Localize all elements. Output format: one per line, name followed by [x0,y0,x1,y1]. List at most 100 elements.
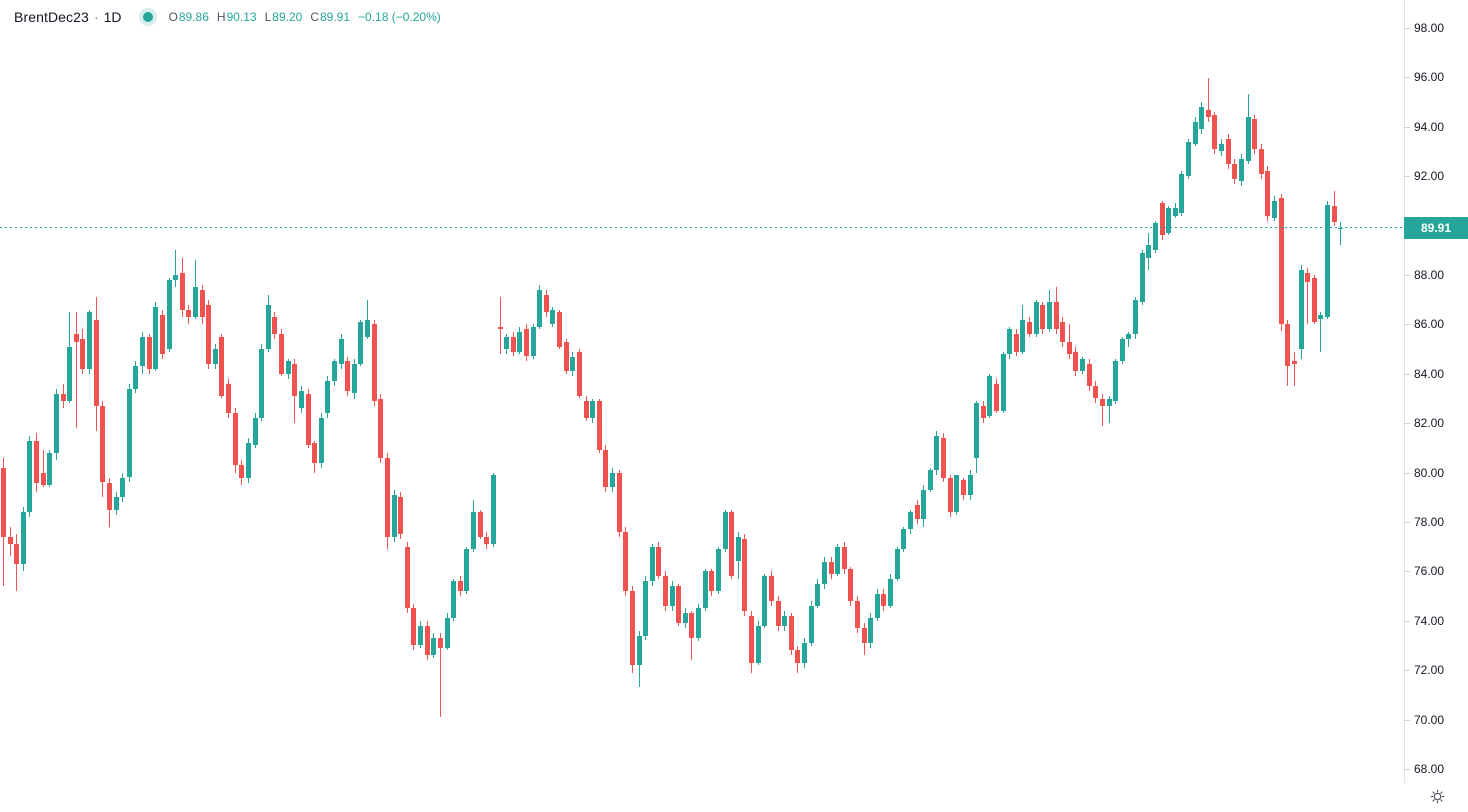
candle-body[interactable] [1086,363,1092,387]
candle-body[interactable] [140,336,146,367]
candle-body[interactable] [20,512,26,564]
candle-body[interactable] [27,440,33,513]
candle-body[interactable] [1278,198,1284,325]
candle-body[interactable] [861,628,867,643]
candle-body[interactable] [1318,314,1324,320]
candle-body[interactable] [1106,398,1112,406]
candle-body[interactable] [643,581,649,636]
candle-body[interactable] [656,546,662,577]
candle-body[interactable] [199,289,205,317]
candle-body[interactable] [907,512,913,530]
candle-body[interactable] [762,576,768,626]
candle-body[interactable] [398,497,404,535]
candle-body[interactable] [629,591,635,666]
candle-body[interactable] [477,512,483,537]
candle-body[interactable] [636,635,642,666]
candle-body[interactable] [232,413,238,466]
candle-body[interactable] [775,601,781,626]
candle-body[interactable] [1152,223,1158,251]
candle-body[interactable] [1212,114,1218,150]
candle-body[interactable] [371,324,377,401]
candle-body[interactable] [259,349,265,419]
candle-body[interactable] [411,608,417,646]
candle-body[interactable] [1298,270,1304,350]
candle-body[interactable] [669,586,675,606]
candle-body[interactable] [437,638,443,648]
candle-body[interactable] [53,393,59,453]
candle-body[interactable] [722,512,728,550]
candle-wick[interactable] [1108,396,1110,424]
candle-body[interactable] [603,450,609,488]
candle-body[interactable] [471,512,477,550]
candle-body[interactable] [192,287,198,317]
candle-body[interactable] [835,546,841,574]
candle-body[interactable] [523,329,529,357]
candle-body[interactable] [1285,324,1291,367]
candle-body[interactable] [1099,398,1105,406]
candle-body[interactable] [1325,204,1330,317]
candle-body[interactable] [1027,321,1033,335]
candle-body[interactable] [967,475,973,495]
candle-body[interactable] [1126,334,1132,340]
candle-body[interactable] [351,363,357,394]
candle-body[interactable] [788,615,794,651]
candle-body[interactable] [795,650,801,663]
candle-body[interactable] [1291,361,1297,364]
candle-body[interactable] [159,314,165,354]
candle-body[interactable] [729,512,735,577]
candle-body[interactable] [941,438,947,478]
candle-body[interactable] [239,465,245,478]
candle-body[interactable] [34,440,40,483]
candle-wick[interactable] [1340,222,1342,246]
candle-body[interactable] [1013,334,1019,352]
candle-body[interactable] [497,326,503,330]
candle-body[interactable] [384,457,390,537]
candle-body[interactable] [1265,171,1271,216]
candle-body[interactable] [517,331,523,352]
candle-body[interactable] [888,578,894,606]
candle-body[interactable] [563,341,569,372]
candle-body[interactable] [901,529,907,550]
candle-body[interactable] [1,467,6,537]
candle-wick[interactable] [42,450,44,488]
candle-body[interactable] [1020,319,1026,352]
candle-body[interactable] [358,321,364,364]
candle-body[interactable] [596,401,602,451]
candle-body[interactable] [173,275,179,280]
candle-wick[interactable] [439,633,441,718]
candle-body[interactable] [689,613,695,639]
candle-body[interactable] [153,307,159,369]
candle-body[interactable] [1139,252,1145,303]
candle-body[interactable] [802,643,808,663]
candle-body[interactable] [73,334,79,342]
candle-body[interactable] [418,625,424,646]
candle-body[interactable] [1073,351,1079,372]
candle-body[interactable] [815,583,821,606]
candle-body[interactable] [1080,359,1086,372]
candle-body[interactable] [451,581,457,619]
candle-body[interactable] [821,561,827,584]
candle-body[interactable] [133,366,139,389]
candle-body[interactable] [212,349,218,364]
candle-body[interactable] [854,601,860,629]
candle-body[interactable] [974,403,980,458]
candle-body[interactable] [126,388,132,478]
candle-wick[interactable] [367,299,369,340]
candle-body[interactable] [1205,109,1211,117]
candle-body[interactable] [1040,304,1046,330]
candle-body[interactable] [841,546,847,569]
candle-body[interactable] [206,304,212,364]
candle-body[interactable] [994,383,999,411]
candle-body[interactable] [47,452,53,485]
candle-body[interactable] [272,317,278,335]
candle-body[interactable] [279,334,285,374]
candle-body[interactable] [120,477,126,498]
candle-body[interactable] [894,549,900,579]
candle-body[interactable] [1033,302,1039,335]
market-status-dot[interactable] [138,8,157,26]
candle-body[interactable] [404,546,410,609]
candle-body[interactable] [1252,119,1258,149]
candle-body[interactable] [391,494,397,537]
candle-body[interactable] [378,398,384,458]
candle-body[interactable] [504,336,510,350]
